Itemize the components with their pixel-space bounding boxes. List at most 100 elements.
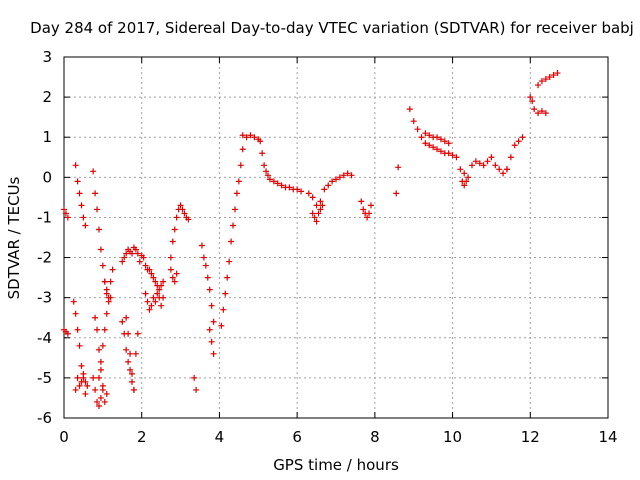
- data-point: [154, 290, 161, 297]
- data-point: [224, 274, 231, 281]
- data-point: [72, 162, 79, 169]
- grid-layer: [64, 57, 608, 418]
- data-point: [367, 202, 374, 209]
- plot-frame: [63, 56, 609, 419]
- data-point: [445, 150, 452, 157]
- series-arc-w: [305, 170, 355, 209]
- axis-ticks: [63, 56, 609, 419]
- data-point: [105, 298, 112, 305]
- data-point: [507, 154, 514, 161]
- y-tick-label: 3: [42, 48, 52, 66]
- series-arc-d: [70, 298, 91, 389]
- data-point: [103, 290, 110, 297]
- x-tick-label: 4: [215, 428, 225, 446]
- data-point: [80, 214, 87, 221]
- data-point: [437, 148, 444, 155]
- data-point: [97, 394, 104, 401]
- data-point: [231, 206, 238, 213]
- data-point: [90, 168, 97, 175]
- data-point: [142, 290, 149, 297]
- data-point: [461, 170, 468, 177]
- data-point: [294, 186, 301, 193]
- x-axis-label: GPS time / hours: [273, 456, 399, 474]
- series-arc-n: [136, 252, 167, 293]
- data-point: [430, 144, 437, 151]
- series-arc-i: [95, 266, 116, 381]
- data-point: [358, 198, 365, 205]
- data-point: [239, 146, 246, 153]
- data-point: [274, 180, 281, 187]
- data-point: [150, 294, 157, 301]
- data-point: [515, 138, 522, 145]
- data-point: [235, 178, 242, 185]
- series-arc-g: [90, 374, 106, 409]
- data-point: [437, 136, 444, 143]
- data-point: [237, 162, 244, 169]
- series-arc-ae: [503, 134, 526, 173]
- data-point: [70, 298, 77, 305]
- data-point: [144, 298, 151, 305]
- data-point: [265, 172, 271, 179]
- data-point: [193, 386, 200, 393]
- data-point: [364, 214, 371, 221]
- data-point: [554, 70, 561, 77]
- data-point: [529, 98, 536, 105]
- data-point: [278, 182, 285, 189]
- data-point: [99, 386, 106, 393]
- data-point: [263, 168, 270, 175]
- series-arc-ag: [535, 70, 561, 89]
- data-point: [226, 258, 233, 265]
- data-point: [84, 382, 91, 389]
- y-tick-labels: -6 -5 -4 -3 -2 -1 0 1 2 3: [37, 48, 52, 427]
- data-point: [445, 140, 452, 147]
- data-point: [511, 142, 518, 149]
- series-arc-aa: [406, 106, 460, 161]
- data-point: [127, 350, 134, 357]
- data-point: [243, 134, 250, 141]
- data-point: [160, 294, 167, 301]
- series-arc-ab: [422, 130, 452, 147]
- data-point: [233, 190, 240, 197]
- data-point: [492, 162, 499, 169]
- data-point: [251, 134, 258, 141]
- data-point: [125, 358, 132, 365]
- data-point: [177, 202, 184, 209]
- y-tick-label: -5: [37, 369, 52, 387]
- data-point: [185, 216, 192, 223]
- data-point: [107, 294, 114, 301]
- data-point: [434, 146, 441, 153]
- data-point: [546, 74, 553, 81]
- series-arc-p: [167, 202, 192, 261]
- data-point: [134, 250, 141, 257]
- data-point: [317, 206, 324, 213]
- data-point: [173, 214, 180, 221]
- data-point: [92, 386, 99, 393]
- data-point: [132, 350, 139, 357]
- data-point: [132, 246, 139, 253]
- data-point: [160, 278, 167, 285]
- data-point: [92, 190, 99, 197]
- x-tick-labels: 0 2 4 6 8 10 12 14: [59, 428, 617, 446]
- data-point: [76, 382, 83, 389]
- data-point: [210, 318, 217, 325]
- data-point: [261, 162, 268, 169]
- data-point: [286, 184, 293, 191]
- data-point: [441, 138, 448, 145]
- data-point: [97, 366, 104, 373]
- data-point: [476, 160, 483, 167]
- data-point: [129, 378, 135, 385]
- data-point: [94, 398, 101, 405]
- data-point: [463, 178, 470, 185]
- data-point: [74, 374, 81, 381]
- series-arc-q: [167, 266, 180, 285]
- data-point: [336, 174, 343, 181]
- data-point: [82, 222, 89, 229]
- data-point: [472, 158, 479, 165]
- series-arc-o: [142, 290, 167, 313]
- y-tick-label: 2: [42, 88, 52, 106]
- data-point: [173, 270, 180, 277]
- data-point: [210, 350, 217, 357]
- data-point: [480, 162, 487, 169]
- data-point: [97, 246, 104, 253]
- data-point: [198, 242, 205, 249]
